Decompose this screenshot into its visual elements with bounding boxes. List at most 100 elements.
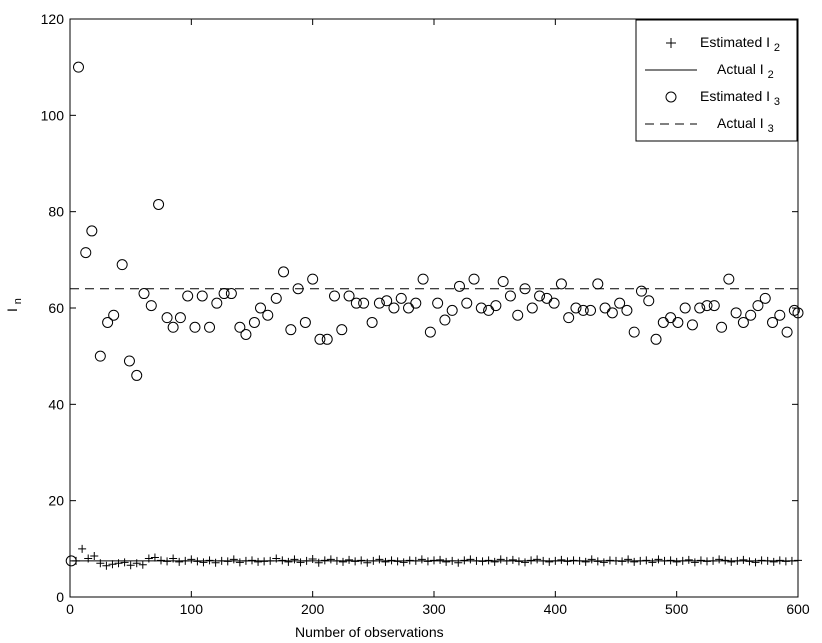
estimated-i3-point: [410, 297, 422, 309]
estimated-i3-point: [504, 290, 516, 302]
estimated-i3-point: [270, 292, 282, 304]
y-tick-label: 80: [48, 204, 64, 220]
estimated-i2-point: [417, 555, 426, 564]
estimated-i2-point: [533, 555, 542, 564]
estimated-i3-point: [240, 328, 252, 340]
estimated-i3-point: [65, 555, 77, 567]
estimated-i3-point: [116, 259, 128, 271]
estimated-i2-point: [175, 557, 184, 566]
estimated-i2-point: [751, 558, 760, 567]
estimated-i3-point: [512, 309, 524, 321]
estimated-i3-point: [628, 326, 640, 338]
x-tick-label: 600: [786, 601, 810, 617]
estimated-i2-point: [78, 544, 87, 553]
estimated-i3-point: [701, 300, 713, 312]
legend-plus-marker: [666, 38, 676, 48]
estimated-i2-point: [326, 555, 335, 564]
svg-text:Estimated I 2: Estimated I 2: [700, 34, 780, 54]
estimated-i2-point: [308, 554, 317, 563]
estimated-i2-point: [454, 558, 463, 567]
estimated-i3-point: [254, 302, 266, 314]
estimated-i3-point: [745, 309, 757, 321]
estimated-i3-point: [307, 273, 319, 285]
estimated-i3-point: [248, 316, 260, 328]
estimated-i3-point: [774, 309, 786, 321]
legend-item-estimated-i3: Estimated I 3: [665, 88, 780, 108]
estimated-i3-point: [737, 316, 749, 328]
estimated-i3-point: [145, 300, 157, 312]
estimated-i3-point: [635, 285, 647, 297]
x-tick-label: 100: [180, 601, 204, 617]
x-axis-label: Number of observations: [295, 624, 444, 640]
legend-item-estimated-i2: Estimated I 2: [666, 34, 780, 54]
estimated-i3-point: [461, 297, 473, 309]
y-axis-label-base: I: [4, 308, 20, 312]
legend-label: Estimated I: [700, 88, 770, 104]
estimated-i2-point: [672, 557, 681, 566]
estimated-i3-point: [321, 333, 333, 345]
estimated-i3-point: [767, 316, 779, 328]
estimated-i3-point: [285, 324, 297, 336]
estimated-i3-point: [781, 326, 793, 338]
estimated-i3-point: [788, 304, 800, 316]
y-tick-label: 100: [41, 107, 65, 123]
estimated-i3-point: [262, 309, 274, 321]
estimated-i3-point: [606, 307, 618, 319]
estimated-i3-point: [102, 316, 114, 328]
legend-label: Actual I: [717, 61, 764, 77]
estimated-i2-point: [727, 557, 736, 566]
legend: Estimated I 2 Actual I 2 Estimated I 3 A…: [635, 19, 798, 142]
estimated-i3-point: [694, 302, 706, 314]
estimated-i2-point: [769, 557, 778, 566]
estimated-i2-point: [690, 558, 699, 567]
estimated-i3-point: [395, 292, 407, 304]
y-tick-label: 120: [41, 11, 65, 27]
estimated-i3-point: [534, 290, 546, 302]
estimated-i3-point: [196, 290, 208, 302]
estimated-i3-point: [189, 321, 201, 333]
estimated-i3-point: [672, 316, 684, 328]
estimated-i2-point: [648, 558, 657, 567]
estimated-i2-point: [290, 555, 299, 564]
estimated-i3-point: [614, 297, 626, 309]
estimated-i2-point: [442, 557, 451, 566]
estimated-i2-point: [599, 558, 608, 567]
estimated-i2-point: [587, 555, 596, 564]
legend-item-actual-i2: Actual I 2: [645, 61, 774, 81]
estimated-i2-point: [363, 558, 372, 567]
estimated-i2-point: [126, 561, 135, 570]
estimated-i3-point: [708, 300, 720, 312]
estimated-i3-point: [366, 316, 378, 328]
estimated-i2-point: [120, 558, 129, 567]
estimated-i3-point: [446, 304, 458, 316]
estimated-i2-point: [630, 557, 639, 566]
svg-text:Actual I 2: Actual I 2: [717, 61, 774, 81]
x-tick-label: 400: [544, 601, 568, 617]
estimated-i2-point: [466, 555, 475, 564]
axes-layer: 0 100 200 300 400 500 600 0 20 40 60 80 100 120: [41, 11, 810, 617]
estimated-i2-point: [490, 557, 499, 566]
estimated-i3-point: [730, 307, 742, 319]
estimated-i3-point: [225, 288, 237, 300]
x-tick-label: 500: [665, 601, 689, 617]
legend-circle-marker: [665, 91, 677, 103]
estimated-i2-point: [624, 555, 633, 564]
estimated-i2-point: [508, 555, 517, 564]
svg-text:Estimated I 3: Estimated I 3: [700, 88, 780, 108]
estimated-i2-point: [715, 555, 724, 564]
legend-label-sub: 3: [768, 123, 774, 135]
estimated-i3-point: [585, 304, 597, 316]
estimated-i3-point: [650, 333, 662, 345]
estimated-i2-point: [187, 555, 196, 564]
estimated-i2-point: [399, 558, 408, 567]
estimated-i3-point: [329, 290, 341, 302]
estimated-i2-point: [102, 561, 111, 570]
estimated-i3-point: [211, 297, 223, 309]
estimated-i2-point: [108, 560, 117, 569]
estimated-i2-point: [375, 555, 384, 564]
estimated-i3-point: [490, 300, 502, 312]
estimated-i3-point: [570, 302, 582, 314]
estimated-i3-point: [350, 297, 362, 309]
legend-label: Estimated I: [700, 34, 770, 50]
y-axis-label: I n: [4, 298, 24, 312]
